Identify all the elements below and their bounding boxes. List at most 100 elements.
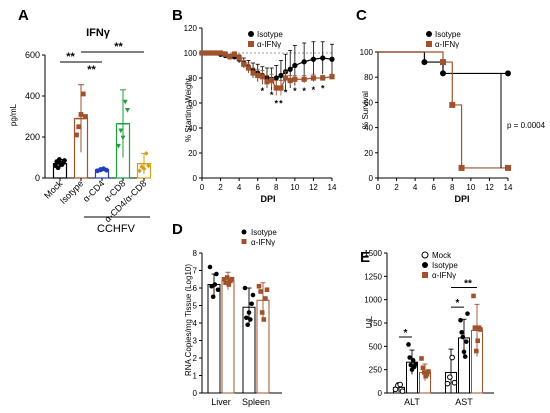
sig-mark: *	[261, 86, 265, 96]
data-point	[263, 296, 268, 301]
y-tick-label: 200	[25, 132, 40, 142]
series-line-1	[378, 51, 508, 169]
sig-mark: **	[114, 41, 123, 53]
data-point	[212, 282, 218, 287]
data-point	[465, 311, 470, 316]
bar	[221, 280, 235, 394]
sig-mark: **	[87, 64, 96, 76]
x-tick-label: 2	[218, 183, 223, 192]
data-point	[104, 167, 109, 173]
legend-marker-ifng	[248, 41, 254, 47]
data-point	[236, 55, 242, 61]
data-point	[329, 74, 335, 80]
x-tick-label: ALT	[404, 397, 420, 407]
data-point	[76, 124, 82, 130]
data-point	[223, 280, 228, 286]
panel-d: D RNA Copies/mg Tissue (Log10) 0 1 2 3 4 5 6 7 8…	[172, 221, 282, 407]
data-point	[210, 294, 216, 300]
data-point	[214, 271, 219, 277]
y-tick-label: 750	[369, 319, 383, 328]
sig-mark: *	[321, 84, 325, 94]
data-point	[258, 289, 263, 294]
data-point	[410, 358, 416, 363]
panel-label-a: A	[18, 7, 29, 24]
data-point	[244, 315, 249, 321]
sig-mark: **	[66, 51, 75, 63]
y-tick-label: 100	[360, 48, 374, 57]
panel-label-d: D	[172, 221, 183, 238]
data-point	[62, 158, 67, 163]
data-point	[464, 339, 469, 344]
y-tick-label: 8	[193, 249, 198, 258]
legend-label-mock: Mock	[432, 251, 452, 260]
panel-c-ylabel: % Survival	[361, 91, 370, 129]
data-point	[256, 283, 262, 289]
x-tick-label: 10	[466, 183, 475, 192]
data-point	[287, 77, 293, 84]
data-point	[217, 50, 224, 56]
data-point	[440, 59, 446, 66]
y-tick-label: 1	[193, 372, 198, 381]
data-point	[245, 322, 250, 328]
data-point	[440, 70, 446, 77]
data-point	[250, 70, 256, 76]
legend-marker-isotype	[241, 229, 247, 235]
panel-a-title: IFNγ	[86, 27, 111, 39]
y-tick-label: 0	[369, 174, 374, 183]
data-point	[407, 355, 412, 360]
data-point	[231, 51, 238, 57]
y-tick-label: 0	[193, 174, 198, 183]
data-point	[224, 275, 230, 280]
data-point	[250, 292, 256, 298]
data-point	[408, 362, 414, 368]
y-tick-label: 1250	[364, 272, 382, 281]
x-tick-label: 4	[237, 183, 242, 192]
panel-a-plot: 0200400600MockIsotypeα-CD4α-CD8α-CD4/α-C…	[25, 41, 152, 224]
y-tick-label: 6	[193, 284, 198, 293]
legend-label-ifng: α-IFNγ	[251, 238, 275, 247]
panel-e-legend: Mock Isotype α-IFNγ	[421, 251, 458, 280]
data-point	[141, 166, 147, 172]
data-point	[226, 282, 232, 287]
group-label: CCHFV	[97, 223, 136, 235]
legend-label-isotype: Isotype	[432, 261, 458, 270]
data-point	[426, 369, 431, 374]
panel-b-ylabel: % Starting Weight	[184, 77, 193, 142]
legend-marker-ifng	[241, 239, 247, 244]
data-point	[259, 74, 265, 80]
data-point	[397, 381, 403, 388]
x-tick-label: 6	[431, 183, 436, 192]
x-tick-label: 12	[309, 183, 318, 192]
legend-label-isotype: Isotype	[251, 228, 277, 237]
data-point	[420, 365, 426, 371]
sig-mark: *	[302, 86, 306, 96]
data-point	[505, 164, 511, 171]
data-point	[245, 65, 252, 71]
data-point	[246, 310, 252, 315]
data-point	[146, 163, 151, 169]
panel-label-e: E	[360, 249, 370, 266]
data-point	[120, 135, 126, 141]
panel-e-ylabel: U/L	[365, 315, 374, 328]
y-tick-label: 20	[188, 149, 197, 158]
data-point	[273, 85, 279, 91]
y-tick-label: 7	[193, 267, 198, 276]
data-point	[447, 374, 453, 380]
data-point	[301, 76, 307, 82]
data-point	[459, 330, 464, 335]
legend-marker-isotype	[422, 262, 428, 268]
data-point	[199, 50, 205, 56]
panel-label-b: B	[172, 7, 183, 24]
data-point	[301, 59, 307, 65]
data-point	[287, 66, 293, 72]
bar	[207, 284, 221, 394]
data-point	[419, 356, 424, 361]
legend-label-ifng: α-IFNγ	[257, 40, 281, 49]
panel-label-c: C	[356, 7, 367, 24]
y-tick-label: 20	[364, 149, 373, 158]
y-tick-label: 120	[184, 24, 198, 33]
data-point	[229, 276, 235, 282]
y-tick-label: 0	[378, 389, 383, 398]
